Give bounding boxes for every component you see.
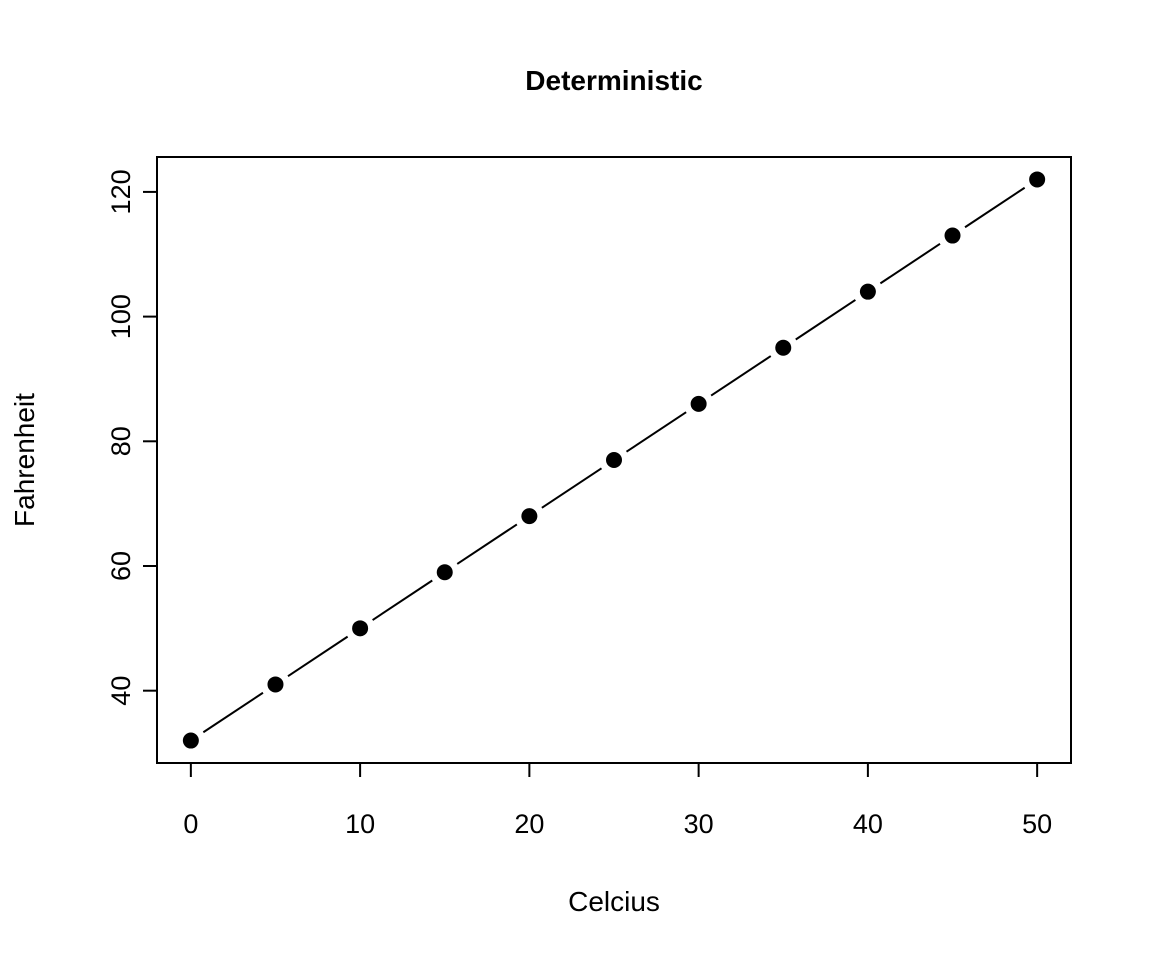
chart-title: Deterministic (525, 65, 702, 96)
x-tick-label: 10 (345, 809, 375, 839)
data-point (436, 564, 453, 581)
data-series (182, 171, 1046, 749)
y-tick-label: 80 (106, 426, 136, 456)
data-point (182, 732, 199, 749)
data-point (775, 339, 792, 356)
data-point (859, 283, 876, 300)
x-tick-label: 0 (183, 809, 198, 839)
line-segment (456, 523, 518, 565)
y-axis: 40 60 80 100 120 (106, 169, 158, 706)
line-segment (372, 579, 433, 621)
data-point (521, 508, 538, 525)
data-point (606, 452, 622, 468)
line-segment (710, 355, 772, 397)
x-tick-label: 50 (1022, 809, 1052, 839)
data-point (944, 227, 961, 244)
data-point (352, 620, 369, 637)
data-point (690, 395, 707, 412)
line-segment (287, 635, 349, 677)
y-tick-label: 120 (106, 169, 136, 214)
line-segment (625, 411, 687, 453)
y-tick-label: 60 (106, 551, 136, 581)
line-segment (879, 243, 941, 285)
x-tick-label: 20 (514, 809, 544, 839)
x-axis-label: Celcius (568, 886, 660, 917)
x-tick-label: 30 (684, 809, 714, 839)
y-tick-label: 100 (106, 294, 136, 339)
y-tick-label: 40 (106, 676, 136, 706)
line-segment (202, 691, 264, 734)
line-segment (795, 299, 856, 341)
line-segment (541, 467, 603, 509)
x-tick-label: 40 (853, 809, 883, 839)
data-point (1029, 171, 1046, 188)
x-axis: 0 10 20 30 40 50 (183, 762, 1052, 839)
y-axis-label: Fahrenheit (9, 393, 40, 527)
data-point (267, 676, 284, 693)
line-segment (964, 186, 1026, 229)
